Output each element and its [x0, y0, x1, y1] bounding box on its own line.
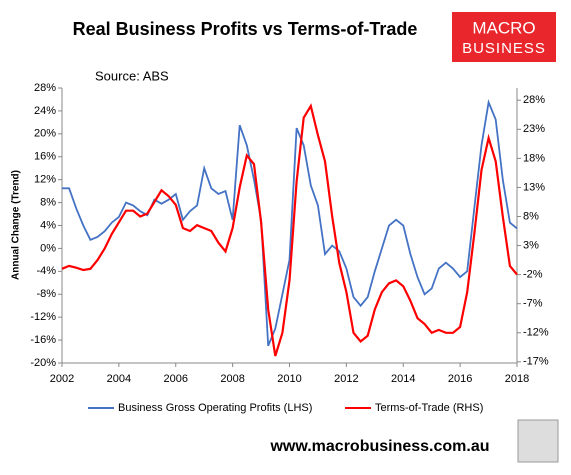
- y2-tick-label: 18%: [523, 152, 545, 164]
- logo-text: BUSINESS: [462, 40, 546, 57]
- x-tick-label: 2018: [505, 373, 529, 385]
- footer: www.macrobusiness.com.au: [269, 438, 489, 455]
- y-tick-label: 20%: [34, 128, 56, 140]
- y-tick-label: -8%: [36, 288, 56, 300]
- x-tick-label: 2014: [391, 373, 415, 385]
- series-line: [62, 99, 518, 347]
- y-tick-label: 4%: [40, 219, 56, 231]
- y-tick-label: 28%: [34, 82, 56, 94]
- series-line: [61, 103, 518, 357]
- legend-label: Business Gross Operating Profits (LHS): [118, 402, 312, 414]
- y-tick-label: 12%: [34, 174, 56, 186]
- x-tick-label: 2002: [50, 373, 74, 385]
- y2-tick-label: 13%: [523, 181, 545, 193]
- y2-tick-label: -12%: [523, 327, 549, 339]
- logo-box: [452, 12, 556, 62]
- y-tick-label: -16%: [30, 334, 56, 346]
- y-tick-label: -4%: [36, 265, 56, 277]
- y-tick-label: 0%: [40, 242, 56, 254]
- y2-tick-label: -7%: [523, 298, 543, 310]
- y-tick-label: 8%: [40, 196, 56, 208]
- y-tick-label: -12%: [30, 311, 56, 323]
- y2-tick-label: 28%: [523, 94, 545, 106]
- y-tick-label: 16%: [34, 151, 56, 163]
- x-tick-label: 2016: [448, 373, 472, 385]
- x-tick-label: 2004: [107, 373, 131, 385]
- x-tick-label: 2012: [334, 373, 358, 385]
- legend-label: Terms-of-Trade (RHS): [375, 402, 483, 414]
- logo-text: MACRO: [472, 18, 535, 37]
- y2-tick-label: -17%: [523, 356, 549, 368]
- x-tick-label: 2006: [164, 373, 188, 385]
- y2-tick-label: -2%: [523, 269, 543, 281]
- y2-tick-label: 3%: [523, 239, 539, 251]
- x-tick-label: 2010: [277, 373, 301, 385]
- chart-title: Real Business Profits vs Terms-of-Trade: [73, 19, 418, 39]
- y-tick-label: -20%: [30, 357, 56, 369]
- y2-tick-label: 23%: [523, 123, 545, 135]
- y-axis-label: Annual Change (Trend): [11, 170, 22, 280]
- wolf-icon: [517, 419, 559, 463]
- y-tick-label: 24%: [34, 105, 56, 117]
- y2-tick-label: 8%: [523, 210, 539, 222]
- x-tick-label: 2008: [220, 373, 244, 385]
- subtitle: Source: ABS: [95, 68, 169, 83]
